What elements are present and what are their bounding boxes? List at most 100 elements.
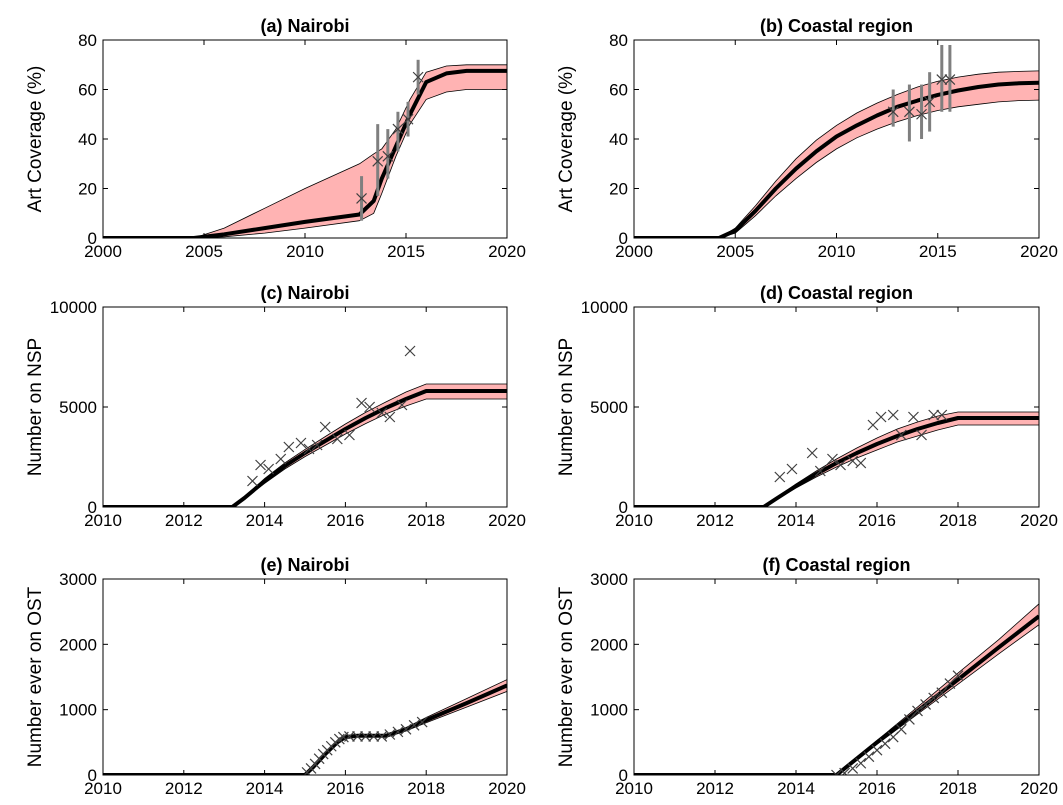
y-tick-label: 0 xyxy=(88,498,97,517)
data-point-marker xyxy=(786,463,798,475)
y-tick-label: 0 xyxy=(88,766,97,785)
panel-title: (b) Coastal region xyxy=(760,16,913,36)
data-point-marker xyxy=(364,401,376,413)
x-tick-label: 2010 xyxy=(84,779,122,798)
chart-panel-1: 2000 2005 2010 2015 2020 0 20 40 60 80 (a) Nairobi… xyxy=(25,16,526,261)
data-point-marker xyxy=(875,411,887,423)
data-point-marker xyxy=(408,719,420,731)
data-point-marker xyxy=(384,411,396,423)
x-tick-label: 2010 xyxy=(615,511,653,530)
x-tick-label: 2018 xyxy=(407,779,445,798)
data-point-marker xyxy=(247,475,258,487)
x-tick-label: 2005 xyxy=(185,242,223,261)
band-lower-edge xyxy=(634,624,1039,775)
y-tick-label: 5000 xyxy=(590,398,628,417)
y-tick-label: 40 xyxy=(609,130,628,149)
median-line xyxy=(103,683,507,775)
x-tick-label: 2020 xyxy=(1020,779,1058,798)
x-tick-label: 2014 xyxy=(246,779,284,798)
data-point-marker xyxy=(356,397,367,409)
data-point-marker xyxy=(384,729,396,740)
data-point-marker xyxy=(331,433,343,445)
uncertainty-band xyxy=(103,384,507,507)
axes-frame xyxy=(102,306,508,508)
data-point-marker xyxy=(806,447,818,459)
data-point-marker xyxy=(924,96,936,108)
plot-area xyxy=(634,409,1039,507)
x-tick-label: 2010 xyxy=(286,242,324,261)
y-tick-label: 0 xyxy=(619,766,628,785)
chart-panel-4: 2010 2012 2014 2016 2018 2020 0 5000 10000 (d) Co… xyxy=(556,283,1058,530)
data-point-marker xyxy=(827,453,838,465)
x-tick-label: 2018 xyxy=(407,511,445,530)
data-point-marker xyxy=(372,155,384,167)
y-tick-label: 40 xyxy=(78,130,97,149)
panel-title: (c) Nairobi xyxy=(260,283,349,303)
y-axis-label: Number on NSP xyxy=(25,338,46,476)
x-tick-label: 2012 xyxy=(696,779,734,798)
x-tick-label: 2012 xyxy=(165,511,203,530)
data-point-marker xyxy=(944,74,956,86)
y-tick-label: 5000 xyxy=(59,398,97,417)
plot-area xyxy=(103,59,507,238)
data-point-marker xyxy=(396,399,408,411)
y-tick-label: 0 xyxy=(619,498,628,517)
y-tick-label: 3000 xyxy=(59,570,97,589)
x-tick-label: 2014 xyxy=(777,511,815,530)
data-point-marker xyxy=(920,699,932,710)
y-tick-label: 60 xyxy=(609,81,628,100)
data-point-marker xyxy=(382,150,394,162)
median-line xyxy=(634,614,1039,775)
x-tick-label: 2020 xyxy=(1020,242,1058,261)
chart-panel-2: 2000 2005 2010 2015 2020 0 20 40 60 80 (b) Coastal… xyxy=(556,16,1058,261)
y-axis-label: Art Coverage (%) xyxy=(556,66,577,213)
x-tick-label: 2010 xyxy=(615,779,653,798)
data-point-marker xyxy=(774,471,786,483)
panel-title: (f) Coastal region xyxy=(762,555,910,575)
x-tick-label: 2020 xyxy=(488,511,526,530)
x-tick-label: 2000 xyxy=(615,242,653,261)
data-point-marker xyxy=(376,731,388,742)
data-point-marker xyxy=(309,758,321,770)
data-point-marker xyxy=(412,71,424,83)
x-tick-label: 2005 xyxy=(716,242,754,261)
data-point-marker xyxy=(404,345,416,357)
data-point-marker xyxy=(936,687,948,699)
plot-area xyxy=(103,345,507,507)
y-axis-label: Number ever on OST xyxy=(25,586,46,767)
data-point-marker xyxy=(255,459,266,471)
data-point-marker xyxy=(928,692,940,704)
data-point-marker xyxy=(936,74,948,86)
data-point-marker xyxy=(847,763,859,774)
data-point-marker xyxy=(376,407,388,419)
band-upper-edge xyxy=(103,679,507,775)
y-tick-label: 3000 xyxy=(590,570,628,589)
band-lower-edge xyxy=(103,691,507,775)
data-point-marker xyxy=(400,723,412,735)
chart-panel-6: 2010 2012 2014 2016 2018 2020 0 1000 2000 3000 (f)… xyxy=(556,555,1058,798)
x-tick-label: 2020 xyxy=(488,779,526,798)
data-point-marker xyxy=(916,429,927,441)
y-axis-label: Number on NSP xyxy=(556,338,577,476)
data-point-marker xyxy=(275,453,287,465)
data-point-marker xyxy=(416,716,428,728)
chart-panel-5: 2010 2012 2014 2016 2018 2020 0 1000 2000 3000 (e)… xyxy=(25,555,526,798)
data-point-marker xyxy=(912,705,923,717)
data-point-marker xyxy=(263,463,275,475)
data-point-marker xyxy=(879,738,891,750)
x-tick-label: 2014 xyxy=(777,779,815,798)
data-point-marker xyxy=(295,437,307,449)
median-line xyxy=(634,416,1039,507)
data-point-marker xyxy=(392,123,404,135)
data-point-marker xyxy=(855,457,867,469)
x-tick-label: 2015 xyxy=(919,242,957,261)
data-point-marker xyxy=(319,421,331,433)
y-tick-label: 20 xyxy=(609,180,628,199)
data-point-marker xyxy=(814,465,826,477)
data-point-marker xyxy=(863,751,875,763)
y-tick-label: 1000 xyxy=(59,701,97,720)
data-point-marker xyxy=(895,723,907,735)
data-point-marker xyxy=(831,769,842,775)
x-tick-label: 2010 xyxy=(818,242,856,261)
data-point-marker xyxy=(283,441,295,453)
